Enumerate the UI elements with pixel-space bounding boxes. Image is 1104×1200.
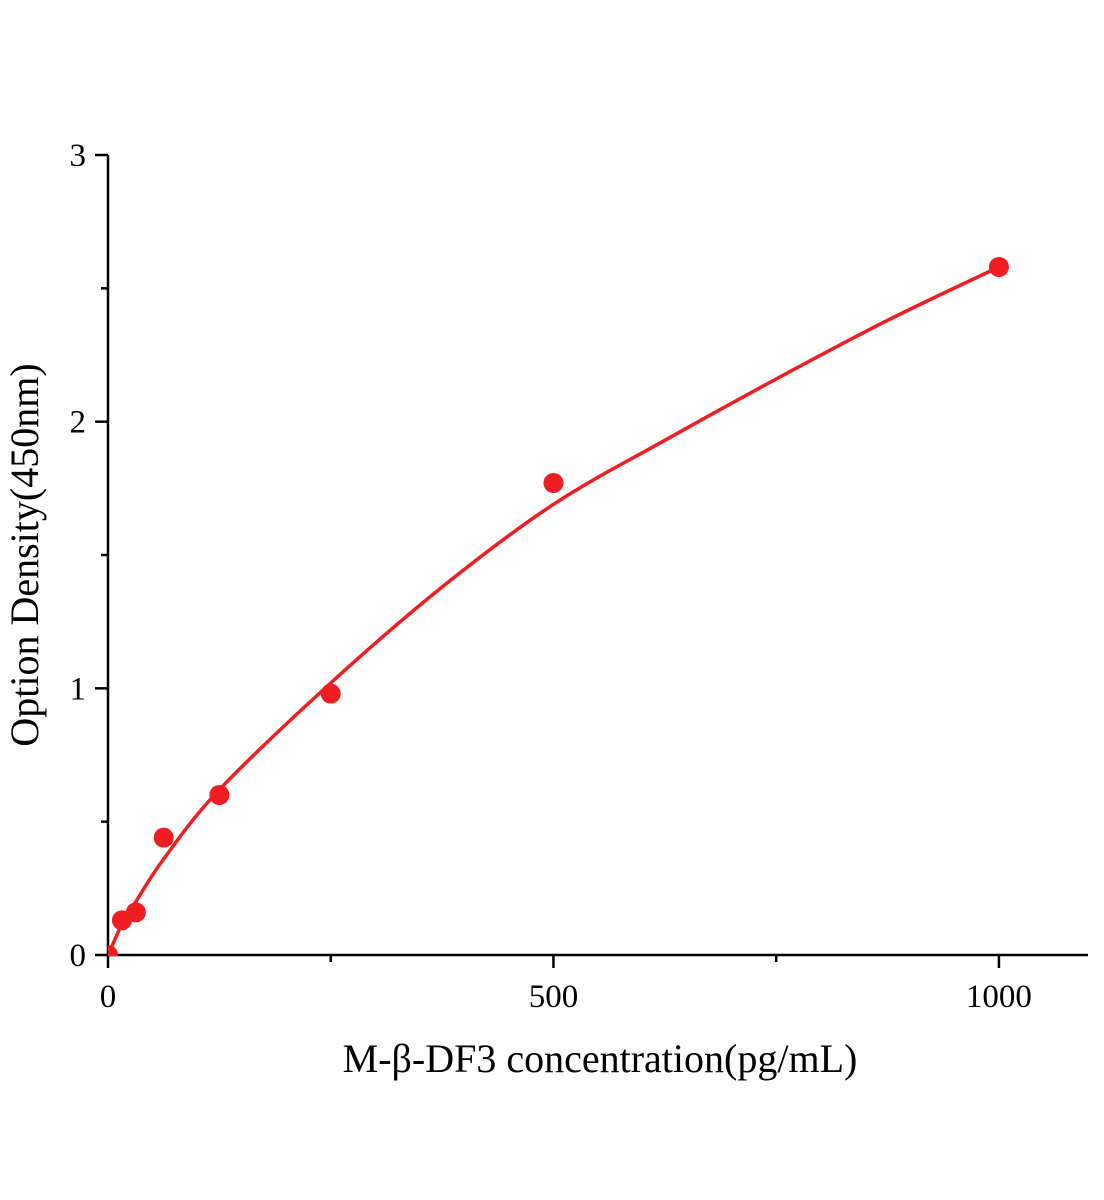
x-axis-label: M-β-DF3 concentration(pg/mL) [343,1036,858,1081]
x-tick-label: 500 [529,979,579,1015]
data-point [988,257,1009,277]
data-point [125,902,146,923]
data-point [543,473,564,493]
x-tick-label: 0 [100,979,117,1015]
y-axis-label: Option Density(450nm) [2,363,47,746]
y-tick-label: 1 [70,671,87,707]
x-tick-label: 1000 [966,979,1032,1015]
data-point [108,945,118,956]
data-point [209,785,230,805]
fit-curve [108,265,1001,956]
y-tick-label: 0 [70,938,87,974]
data-point [153,827,174,848]
y-tick-label: 3 [70,138,87,174]
series-group [108,257,1009,956]
data-point [320,683,341,704]
y-tick-label: 2 [70,405,87,441]
axes-group: 0 500 1000 0 1 2 3 [70,138,1088,1015]
